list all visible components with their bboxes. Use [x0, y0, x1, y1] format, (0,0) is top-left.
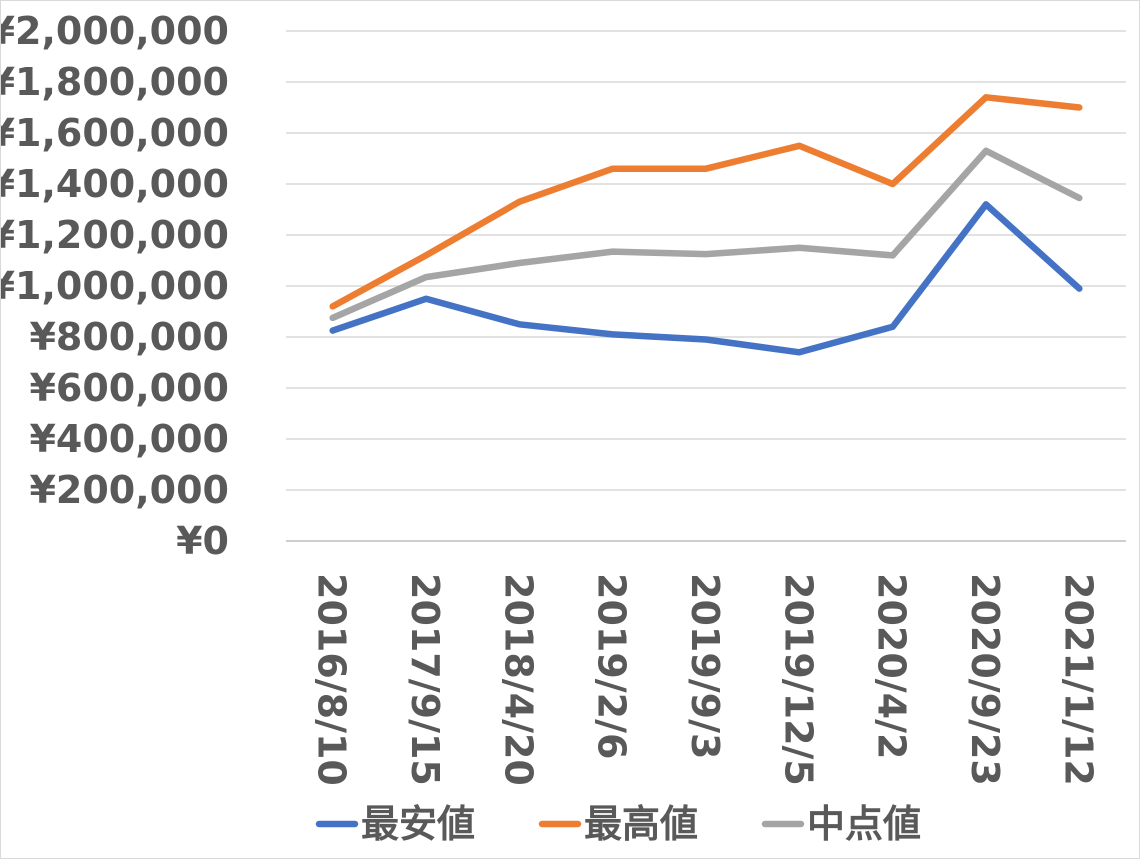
legend-label-1: 最安値	[361, 802, 475, 846]
y-tick-label: ¥200,000	[29, 468, 229, 512]
y-tick-label: ¥1,200,000	[1, 213, 229, 257]
y-tick-label: ¥2,000,000	[1, 9, 229, 53]
x-tick-label: 2020/4/2	[870, 573, 914, 759]
x-tick-label: 2018/4/20	[496, 573, 540, 786]
x-tick-label: 2021/1/12	[1056, 573, 1100, 786]
series-line-2	[329, 94, 1083, 310]
x-tick-label: 2016/8/10	[310, 573, 354, 786]
x-axis-tick-labels: 2016/8/10 2017/9/15 2018/4/20 2019/2/6 2019/…	[310, 573, 1101, 786]
y-tick-label: ¥1,000,000	[1, 264, 229, 308]
y-tick-label: ¥1,400,000	[1, 162, 229, 206]
legend-label-3: 中点値	[807, 802, 921, 846]
y-tick-label: ¥1,800,000	[1, 60, 229, 104]
x-tick-label: 2019/2/6	[590, 573, 634, 759]
y-axis-tick-labels: ¥0 ¥200,000 ¥400,000 ¥600,000 ¥800,000 ¥1,000…	[1, 9, 229, 563]
y-tick-label: ¥0	[176, 519, 229, 563]
x-tick-label: 2019/12/5	[776, 573, 820, 786]
x-tick-label: 2017/9/15	[403, 573, 447, 786]
series-lines	[329, 94, 1083, 356]
y-tick-label: ¥1,600,000	[1, 111, 229, 155]
legend: 最安値 最高値 中点値	[315, 802, 921, 846]
series-line-1	[329, 201, 1083, 356]
x-tick-label: 2020/9/23	[963, 573, 1007, 786]
y-tick-label: ¥400,000	[29, 417, 229, 461]
y-tick-label: ¥600,000	[29, 366, 229, 410]
series-line-3	[329, 147, 1083, 322]
y-tick-label: ¥800,000	[29, 315, 229, 359]
x-tick-label: 2019/9/3	[683, 573, 727, 759]
legend-label-2: 最高値	[584, 802, 698, 846]
